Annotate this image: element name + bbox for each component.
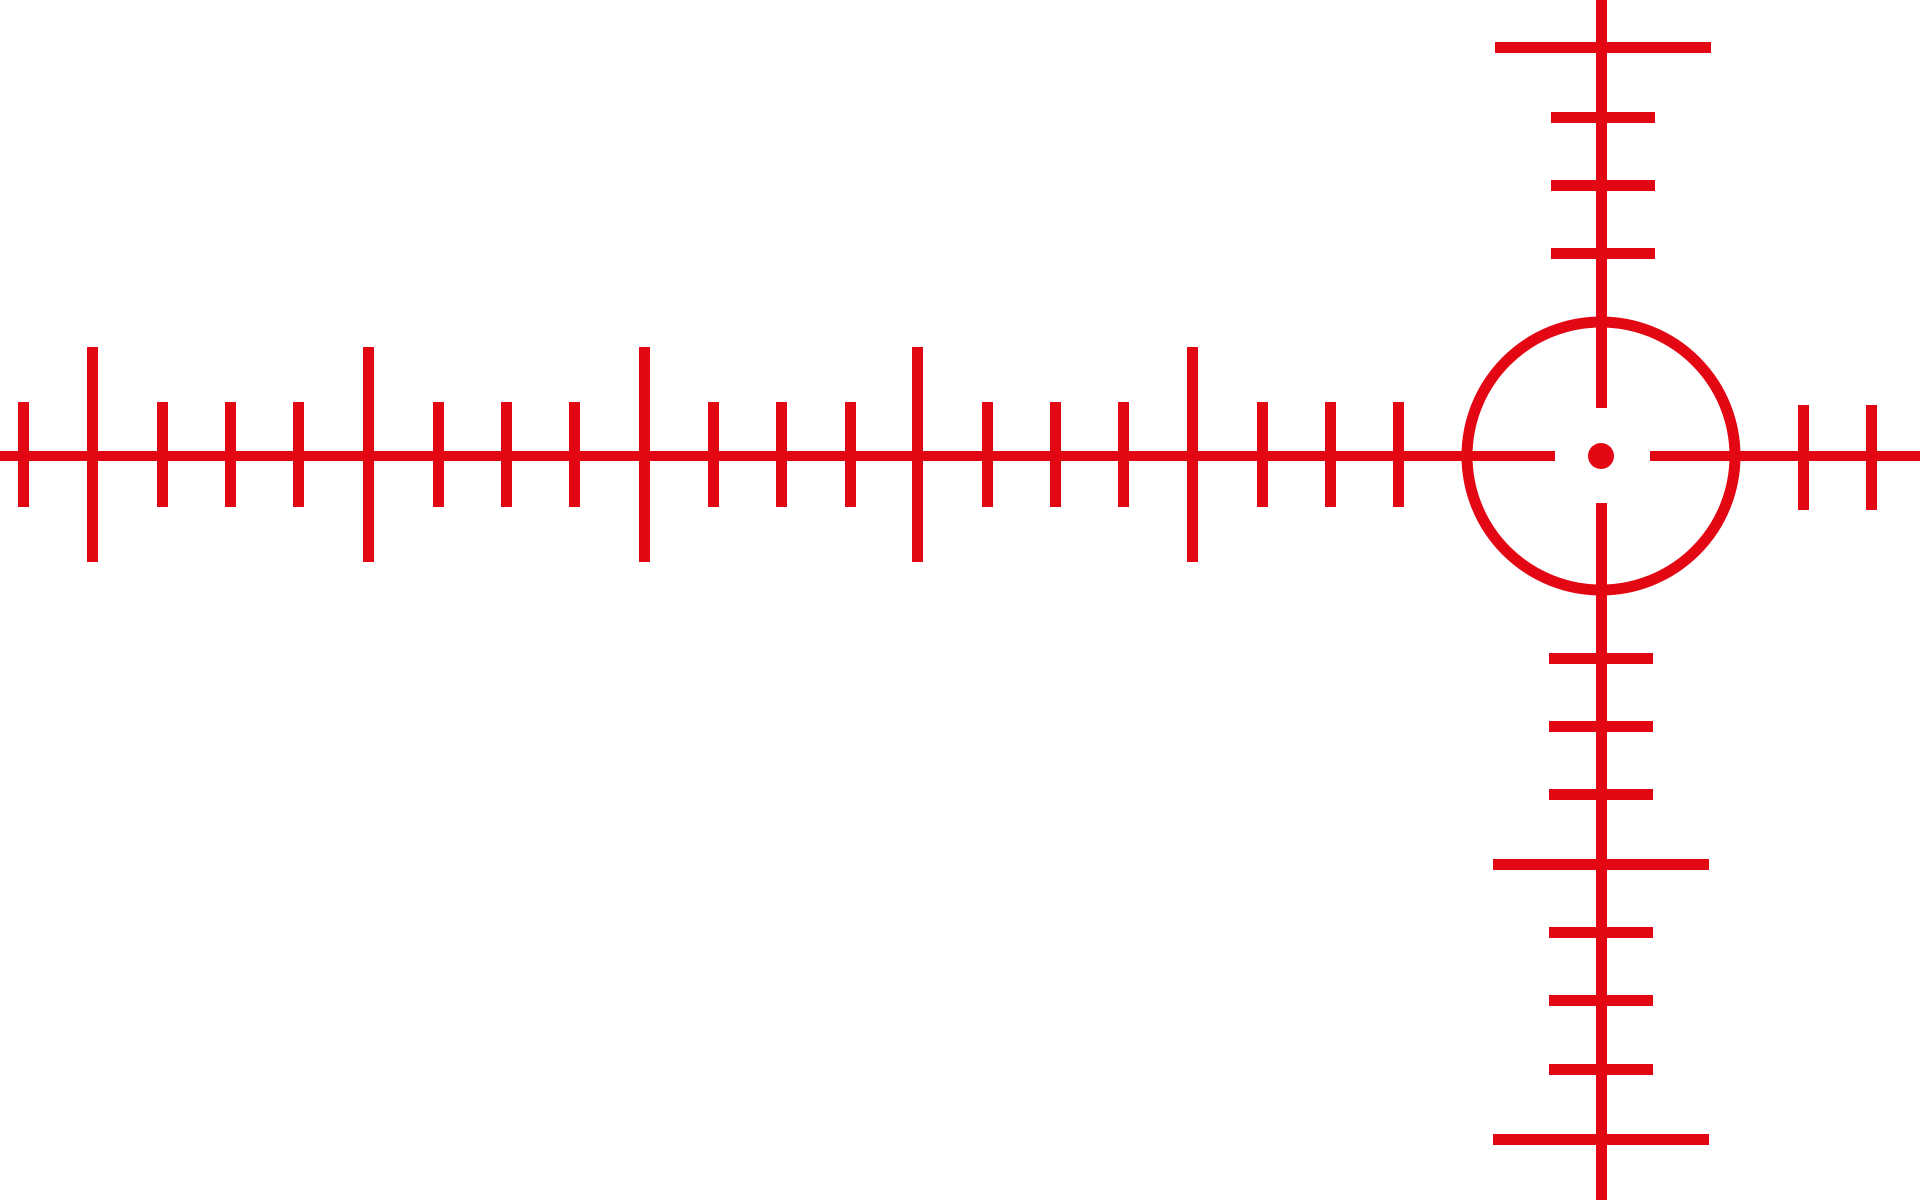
- horizontal-minor-tick: [1325, 402, 1336, 507]
- vertical-minor-tick-top: [1551, 112, 1655, 123]
- center-dot: [1588, 443, 1614, 469]
- horizontal-minor-tick-right: [1798, 405, 1809, 510]
- horizontal-major-tick: [363, 347, 374, 562]
- horizontal-minor-tick-right: [1866, 405, 1877, 510]
- horizontal-minor-tick: [501, 402, 512, 507]
- vertical-minor-tick-bottom: [1549, 789, 1653, 800]
- horizontal-minor-tick: [1257, 402, 1268, 507]
- horizontal-minor-tick: [569, 402, 580, 507]
- vertical-minor-tick-top: [1551, 180, 1655, 191]
- horizontal-minor-tick: [845, 402, 856, 507]
- reticle-circle: [1461, 316, 1741, 596]
- horizontal-minor-tick: [982, 402, 993, 507]
- vertical-minor-tick-bottom: [1549, 995, 1653, 1006]
- horizontal-major-tick: [87, 347, 98, 562]
- horizontal-minor-tick: [18, 402, 29, 507]
- vertical-minor-tick-bottom: [1549, 721, 1653, 732]
- horizontal-major-tick: [639, 347, 650, 562]
- vertical-major-tick-bottom: [1493, 859, 1709, 870]
- horizontal-minor-tick: [1118, 402, 1129, 507]
- vertical-minor-tick-bottom: [1549, 653, 1653, 664]
- horizontal-line-right: [1650, 451, 1920, 461]
- vertical-minor-tick-top: [1551, 248, 1655, 259]
- horizontal-minor-tick: [1050, 402, 1061, 507]
- horizontal-minor-tick: [776, 402, 787, 507]
- horizontal-major-tick: [912, 347, 923, 562]
- horizontal-minor-tick: [293, 402, 304, 507]
- horizontal-major-tick: [1187, 347, 1198, 562]
- vertical-major-tick-bottom: [1493, 1134, 1709, 1145]
- horizontal-minor-tick: [225, 402, 236, 507]
- vertical-major-tick-top: [1495, 42, 1711, 53]
- vertical-minor-tick-bottom: [1549, 927, 1653, 938]
- horizontal-minor-tick: [157, 402, 168, 507]
- vertical-minor-tick-bottom: [1549, 1064, 1653, 1075]
- horizontal-minor-tick: [1393, 402, 1404, 507]
- vertical-line-bottom: [1596, 503, 1607, 1200]
- horizontal-minor-tick: [708, 402, 719, 507]
- vertical-line-top: [1596, 0, 1607, 408]
- horizontal-minor-tick: [433, 402, 444, 507]
